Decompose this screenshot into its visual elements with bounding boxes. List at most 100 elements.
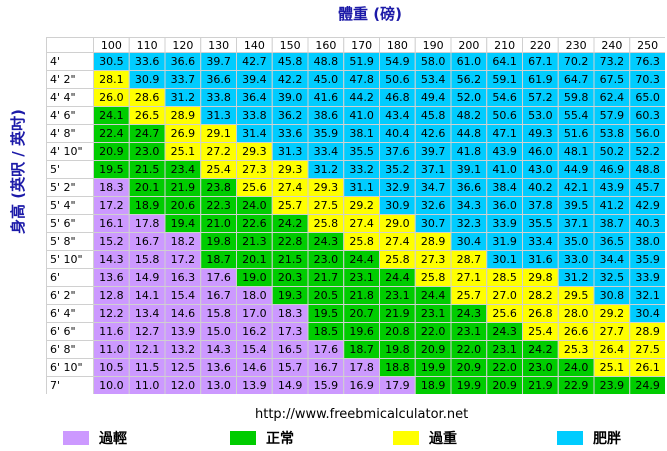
bmi-value: 29.1: [206, 127, 231, 140]
bmi-value: 34.7: [421, 181, 446, 194]
bmi-value: 42.9: [635, 199, 660, 212]
bmi-value: 18.0: [242, 289, 267, 302]
bmi-value: 43.4: [385, 109, 410, 122]
bmi-value: 35.9: [314, 127, 339, 140]
bmi-value: 19.9: [421, 361, 446, 374]
bmi-value: 16.7: [135, 235, 160, 248]
bmi-value: 33.0: [564, 253, 589, 266]
weight-header-label: 130: [208, 39, 229, 52]
bmi-value: 39.1: [457, 163, 482, 176]
height-label: 6' 6": [50, 325, 76, 338]
bmi-value: 31.2: [314, 163, 339, 176]
bmi-value: 24.3: [314, 235, 339, 248]
bmi-table: 100 110 120 130 140 150 160 170 180 190 200 210 220 2…: [46, 37, 665, 394]
bmi-value: 45.8: [278, 55, 303, 68]
bmi-value: 14.3: [99, 253, 124, 266]
bmi-value: 46.0: [528, 145, 553, 158]
bmi-value: 40.2: [528, 181, 553, 194]
bmi-value: 12.0: [171, 379, 196, 392]
bmi-value: 21.5: [135, 163, 160, 176]
bmi-value: 12.1: [135, 343, 160, 356]
bmi-value: 14.1: [135, 289, 160, 302]
bmi-value: 25.8: [349, 235, 374, 248]
bmi-value: 12.8: [99, 289, 124, 302]
bmi-value: 31.2: [171, 91, 196, 104]
bmi-value: 41.8: [457, 145, 482, 158]
bmi-value: 48.8: [635, 163, 660, 176]
bmi-value: 56.0: [635, 127, 660, 140]
bmi-value: 19.6: [349, 325, 374, 338]
bmi-value: 76.3: [635, 55, 660, 68]
bmi-value: 28.9: [171, 109, 196, 122]
bmi-value: 27.0: [492, 289, 517, 302]
bmi-value: 39.5: [564, 199, 589, 212]
bmi-value: 17.3: [278, 325, 303, 338]
bmi-value: 51.6: [564, 127, 589, 140]
bmi-value: 40.3: [635, 217, 660, 230]
bmi-value: 47.1: [492, 127, 517, 140]
bmi-value: 32.1: [635, 289, 660, 302]
bmi-value: 19.8: [385, 343, 410, 356]
weight-header-label: 160: [315, 39, 336, 52]
bmi-value: 39.7: [421, 145, 446, 158]
bmi-value: 14.9: [278, 379, 303, 392]
bmi-value: 24.4: [421, 289, 446, 302]
bmi-value: 36.4: [242, 91, 267, 104]
legend-item-normal: 正常: [230, 428, 294, 448]
bmi-value: 22.0: [492, 361, 517, 374]
legend-item-underweight: 過輕: [63, 428, 127, 448]
bmi-value: 31.6: [528, 253, 553, 266]
bmi-value: 39.4: [242, 73, 267, 86]
height-label: 7': [50, 379, 60, 392]
bmi-value: 26.8: [528, 307, 553, 320]
bmi-value: 61.9: [528, 73, 553, 86]
bmi-value: 13.0: [206, 379, 231, 392]
bmi-value: 22.4: [99, 127, 124, 140]
bmi-value: 25.1: [600, 361, 625, 374]
bmi-value: 45.7: [635, 181, 660, 194]
bmi-value: 42.7: [242, 55, 267, 68]
bmi-value: 35.5: [528, 217, 553, 230]
bmi-value: 29.3: [278, 163, 303, 176]
bmi-value: 28.6: [135, 91, 160, 104]
bmi-value: 25.3: [564, 343, 589, 356]
bmi-value: 24.9: [635, 379, 660, 392]
bmi-value: 67.5: [600, 73, 625, 86]
bmi-value: 21.0: [206, 217, 231, 230]
bmi-value: 41.6: [314, 91, 339, 104]
bmi-value: 30.4: [457, 235, 482, 248]
bmi-value: 59.1: [492, 73, 517, 86]
bmi-value: 43.9: [492, 145, 517, 158]
bmi-value: 16.7: [314, 361, 339, 374]
bmi-value: 46.9: [600, 163, 625, 176]
bmi-value: 19.8: [206, 235, 231, 248]
legend-item-obese: 肥胖: [557, 428, 621, 448]
bmi-value: 25.4: [206, 163, 231, 176]
bmi-value: 30.8: [600, 289, 625, 302]
weight-header-label: 140: [244, 39, 265, 52]
bmi-value: 49.3: [528, 127, 553, 140]
weight-header-label: 120: [172, 39, 193, 52]
height-label: 4' 4": [50, 91, 76, 104]
bmi-value: 28.2: [528, 289, 553, 302]
bmi-value: 23.1: [457, 325, 482, 338]
bmi-value: 19.5: [99, 163, 124, 176]
bmi-value: 20.9: [457, 361, 482, 374]
bmi-value: 27.7: [600, 325, 625, 338]
bmi-value: 32.9: [385, 181, 410, 194]
bmi-value: 36.5: [600, 235, 625, 248]
height-label: 5' 10": [50, 253, 83, 266]
bmi-value: 14.6: [242, 361, 267, 374]
bmi-value: 13.6: [206, 361, 231, 374]
bmi-value: 17.6: [206, 271, 231, 284]
bmi-value: 19.4: [171, 217, 196, 230]
bmi-value: 15.0: [206, 325, 231, 338]
weight-header-label: 210: [494, 39, 515, 52]
bmi-value: 29.3: [242, 145, 267, 158]
bmi-value: 27.4: [278, 181, 303, 194]
bmi-value: 22.8: [278, 235, 303, 248]
bmi-value: 27.2: [206, 145, 231, 158]
bmi-value: 36.6: [171, 55, 196, 68]
bmi-value: 26.5: [135, 109, 160, 122]
source-url[interactable]: http://www.freebmicalculator.net: [255, 407, 469, 422]
